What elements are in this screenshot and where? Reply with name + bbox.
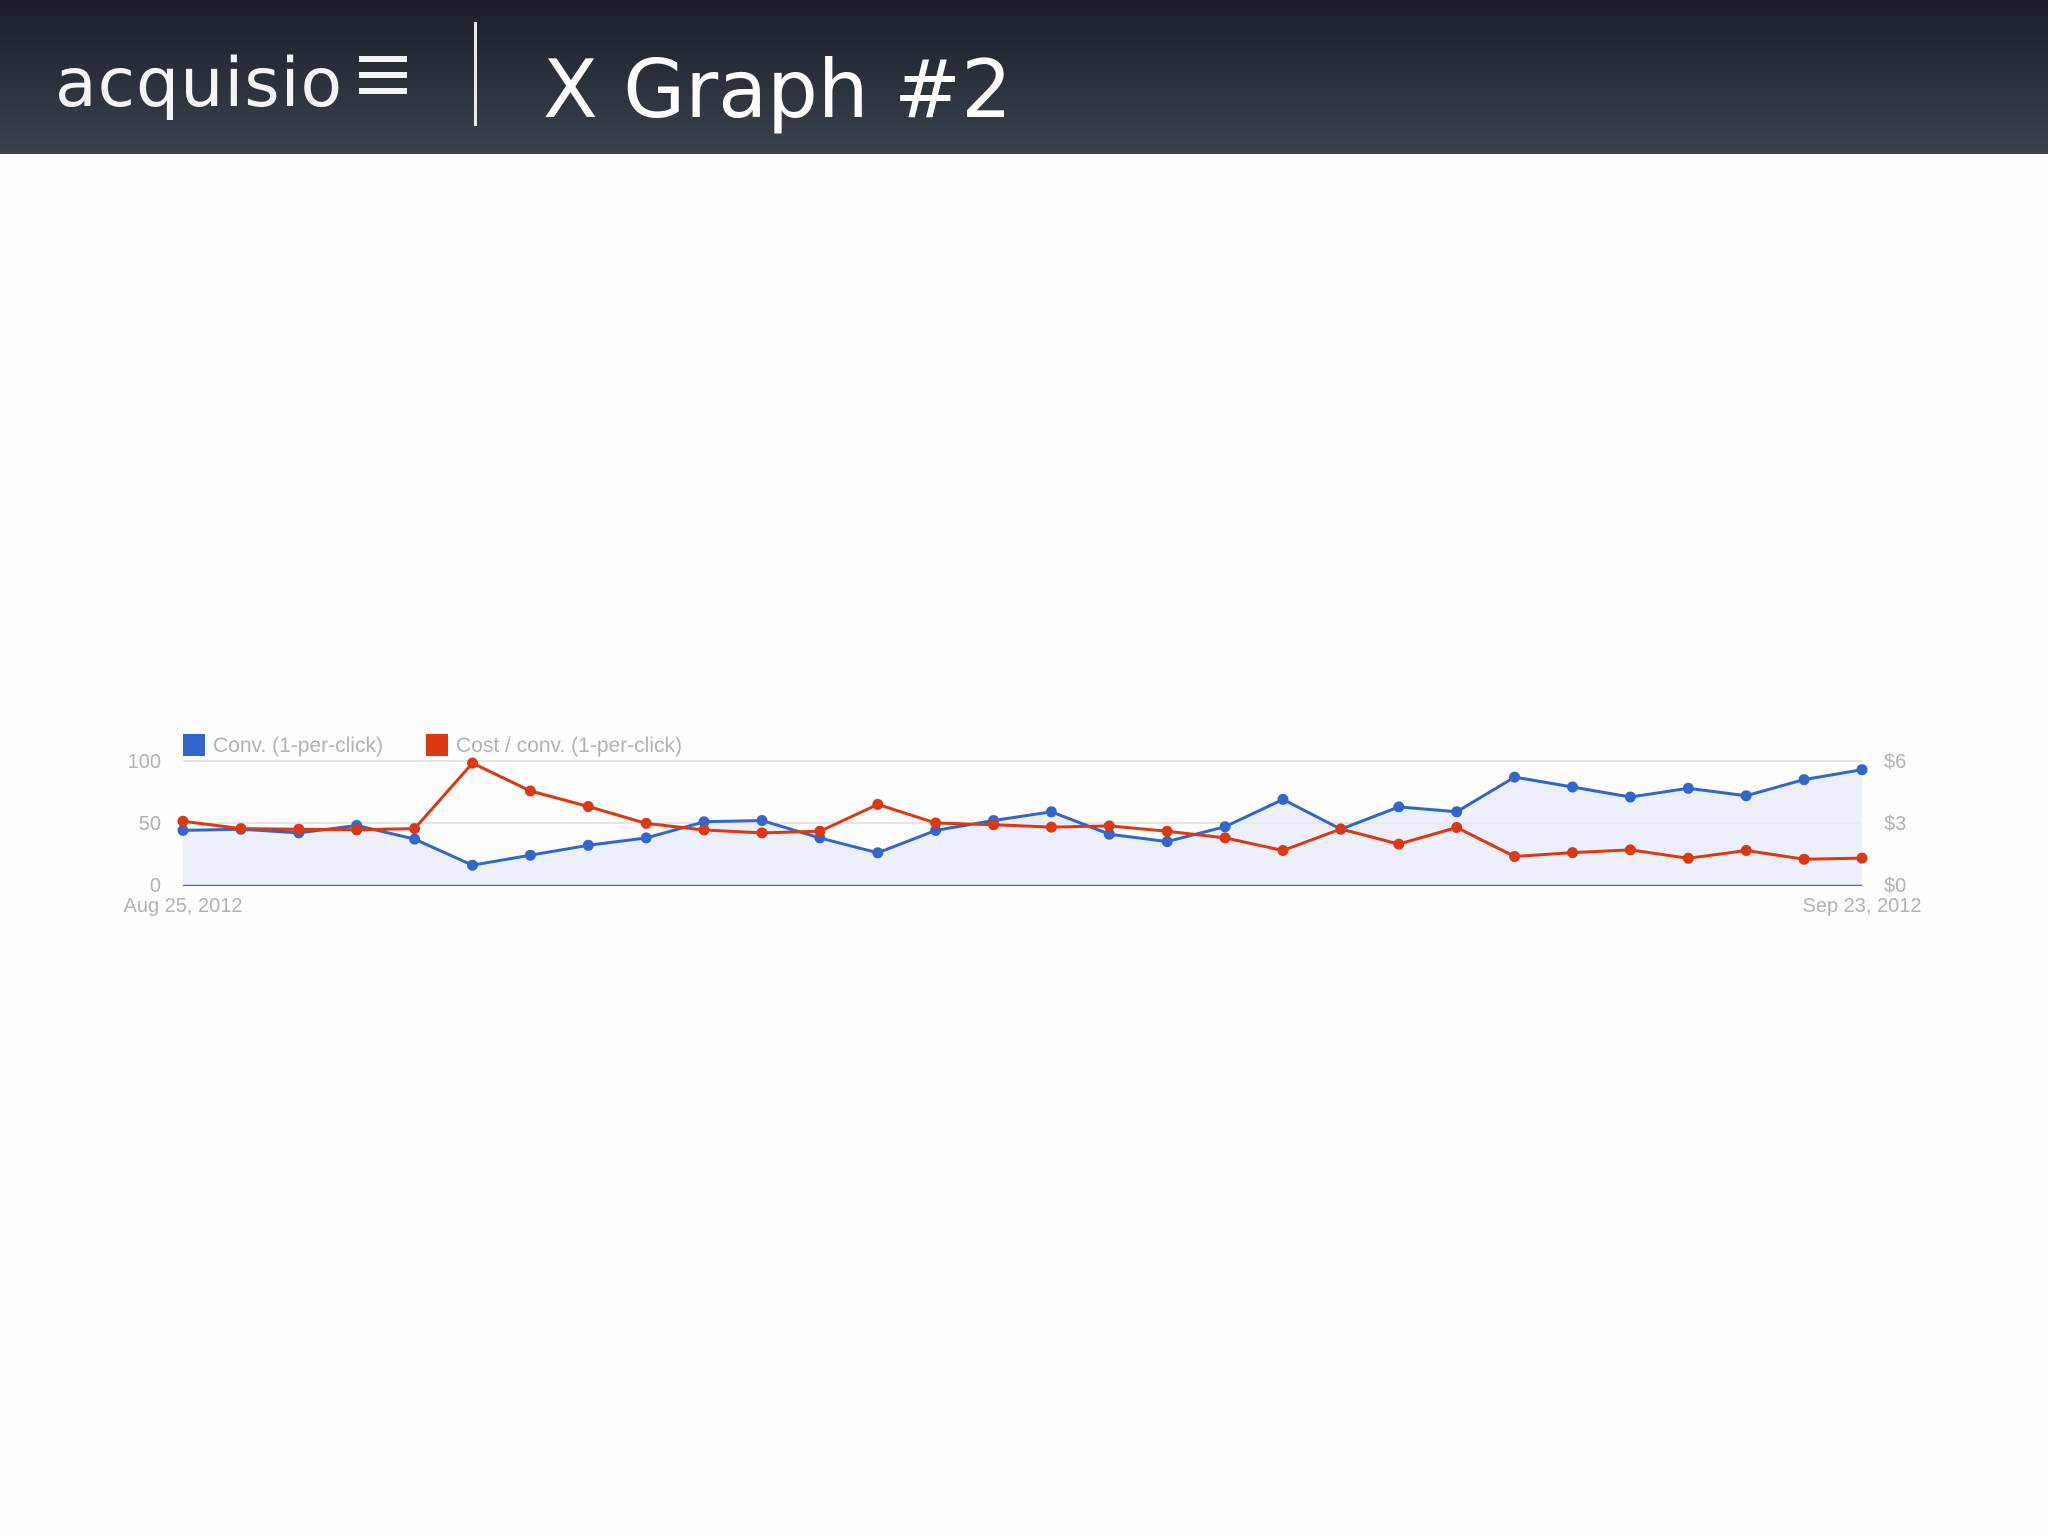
conv-data-point: [1277, 793, 1289, 805]
conv-data-point: [640, 832, 652, 844]
conv-data-point: [1624, 791, 1636, 803]
legend-label-cost: Cost / conv. (1-per-click): [456, 734, 682, 757]
conv-data-point: [1856, 764, 1868, 776]
cost-data-point: [1161, 825, 1173, 837]
conv-data-point: [1393, 801, 1405, 813]
cost-data-point: [524, 785, 536, 797]
conv-data-point: [177, 824, 189, 836]
conv-data-point: [1451, 806, 1463, 818]
conv-data-point: [872, 847, 884, 859]
cost-data-point: [988, 819, 1000, 831]
right-axis-tick-label: $3: [1884, 813, 1906, 835]
conv-data-point: [1682, 782, 1694, 794]
logo-menu-icon: [359, 56, 408, 94]
cost-data-point: [177, 815, 189, 827]
cost-data-point: [1682, 852, 1694, 864]
series-lines-layer: [182, 761, 1863, 867]
conv-data-point: [1045, 806, 1057, 818]
cost-data-point: [698, 824, 710, 836]
left-axis-tick-label: 0: [150, 875, 161, 897]
conv-data-point: [1103, 828, 1115, 840]
cost-data-point: [582, 801, 594, 812]
legend-swatch-conv: [183, 734, 205, 756]
conv-data-point: [1798, 774, 1810, 786]
cost-data-point: [1509, 851, 1521, 862]
cost-data-point: [1624, 844, 1636, 856]
acquisio-logo: acquisio: [55, 44, 408, 124]
conv-data-point: [1740, 790, 1752, 802]
x-axis-end-label: Sep 23, 2012: [1803, 895, 1922, 917]
conv-data-point: [582, 839, 594, 851]
cost-data-point: [756, 827, 768, 839]
cost-data-point: [814, 825, 826, 837]
left-axis-tick-label: 100: [128, 751, 161, 773]
cost-data-point: [1393, 838, 1405, 850]
cost-data-point: [1798, 853, 1810, 865]
cost-series-line: [182, 761, 1863, 861]
page-title: X Graph #2: [543, 43, 1012, 136]
cost-data-point: [1856, 852, 1868, 864]
conv-data-point: [698, 816, 710, 828]
cost-data-point: [1045, 821, 1057, 833]
cost-data-point: [235, 823, 247, 835]
conv-data-point: [1509, 771, 1521, 783]
chart-axes: 0 50 100 $0 $3 $6 Aug 25, 2012 Sep 23, 2012: [124, 751, 1922, 917]
logo-text: acquisio: [55, 44, 344, 123]
series-points-layer: [177, 757, 1868, 871]
right-axis-tick-label: $6: [1884, 751, 1906, 773]
cost-data-point: [640, 817, 652, 829]
cost-data-point: [872, 798, 884, 810]
conv-series-line: [182, 768, 1863, 867]
right-axis-tick-label: $0: [1884, 875, 1906, 897]
conv-data-point: [1161, 836, 1173, 848]
chart-legend: Conv. (1-per-click) Cost / conv. (1-per-…: [183, 734, 682, 757]
cost-data-point: [1277, 845, 1289, 856]
cost-data-point: [1567, 847, 1578, 859]
cost-data-point: [1451, 822, 1463, 833]
cost-data-point: [467, 757, 478, 769]
conv-data-point: [467, 859, 478, 871]
legend-swatch-cost: [426, 734, 448, 756]
cost-data-point: [293, 823, 305, 835]
cost-data-point: [1219, 832, 1231, 844]
legend-label-conv: Conv. (1-per-click): [213, 734, 383, 757]
left-axis-tick-label: 50: [139, 813, 161, 835]
cost-data-point: [1740, 845, 1752, 856]
cost-data-point: [930, 817, 942, 829]
conv-data-point: [409, 833, 421, 845]
chart-svg: Conv. (1-per-click) Cost / conv. (1-per-…: [124, 734, 1922, 917]
conv-data-point: [1567, 781, 1578, 793]
cost-data-point: [1335, 823, 1347, 835]
line-chart: Conv. (1-per-click) Cost / conv. (1-per-…: [0, 720, 2048, 940]
header-bar: acquisio X Graph #2: [0, 0, 2048, 154]
conv-data-point: [524, 849, 536, 861]
x-axis-start-label: Aug 25, 2012: [124, 895, 243, 917]
cost-data-point: [409, 823, 421, 835]
cost-data-point: [351, 824, 363, 836]
cost-data-point: [1103, 820, 1115, 832]
conv-data-point: [756, 815, 768, 826]
header-divider: [474, 22, 477, 126]
conv-data-point: [1219, 821, 1231, 833]
